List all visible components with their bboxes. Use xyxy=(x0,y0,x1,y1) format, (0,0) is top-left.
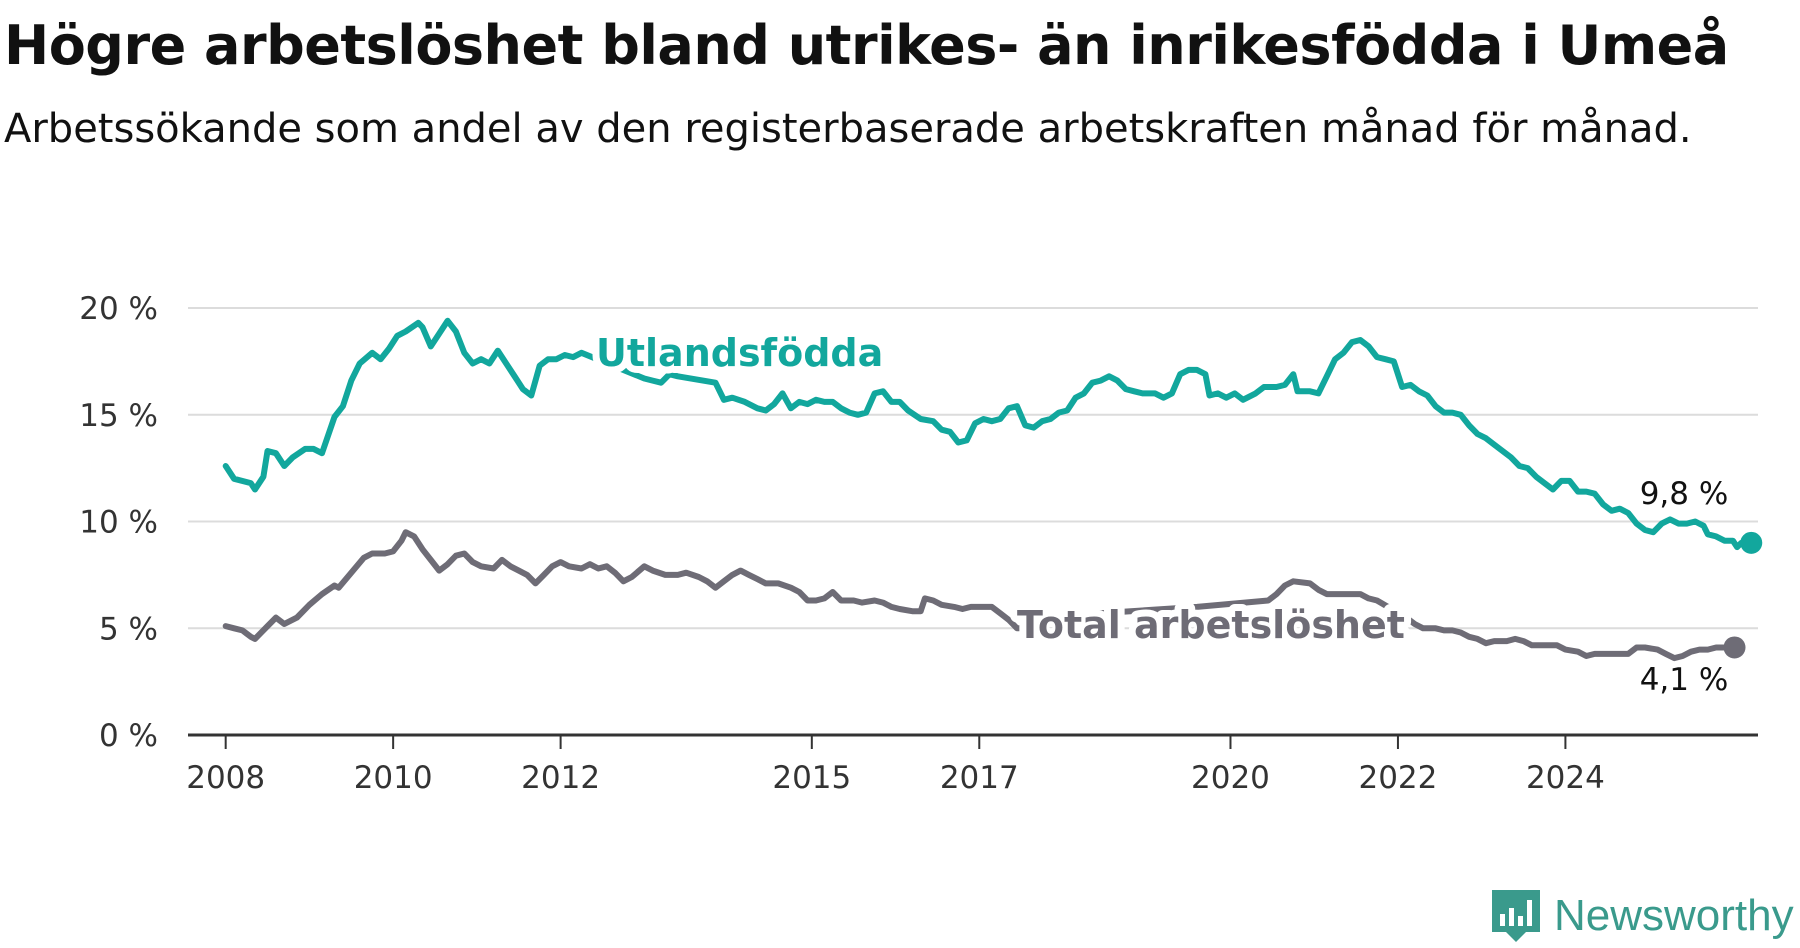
x-tick-label: 2008 xyxy=(186,760,265,796)
grid-lines xyxy=(188,307,1758,630)
x-tick-label: 2010 xyxy=(354,760,433,796)
newsworthy-chart-logo-icon xyxy=(1492,890,1540,942)
series-lines xyxy=(222,317,1763,662)
x-axis: 2008 2010 2012 2015 2017 2020 2022 2024 xyxy=(186,733,1758,796)
chart-title: Högre arbetslöshet bland utrikes- än inr… xyxy=(4,14,1729,77)
series-line-1 xyxy=(222,529,1728,662)
series-end-point xyxy=(1723,636,1746,659)
y-tick-label: 15 % xyxy=(79,398,158,434)
chart-subtitle: Arbetssökande som andel av den registerb… xyxy=(4,106,1692,152)
x-tick-label: 2020 xyxy=(1191,760,1270,796)
x-tick-label: 2017 xyxy=(940,760,1019,796)
x-tick-label: 2015 xyxy=(772,760,851,796)
series-name-label: Utlandsfödda xyxy=(596,331,883,375)
y-tick-label: 0 % xyxy=(99,718,158,754)
series-name-label: Total arbetslöshet xyxy=(1017,603,1405,647)
y-tick-label: 5 % xyxy=(99,611,158,647)
newsworthy-logo-text: Newsworthy xyxy=(1554,891,1794,940)
x-tick-label: 2012 xyxy=(521,760,600,796)
x-tick-label: 2024 xyxy=(1526,760,1605,796)
y-axis: 0 % 5 % 10 % 15 % 20 % xyxy=(79,291,158,754)
series-name-halo: Total arbetslöshet xyxy=(1017,603,1405,647)
y-tick-label: 10 % xyxy=(79,505,158,541)
series-end-value-label: 4,1 % xyxy=(1640,662,1729,698)
y-tick-label: 20 % xyxy=(79,291,158,327)
newsworthy-logo[interactable]: Newsworthy xyxy=(1490,888,1794,944)
x-tick-label: 2022 xyxy=(1358,760,1437,796)
series-name-halo: Utlandsfödda xyxy=(596,331,883,375)
series-end-point xyxy=(1740,531,1763,554)
series-line-0 xyxy=(222,317,1745,551)
series-end-value-label: 9,8 % xyxy=(1640,476,1729,512)
